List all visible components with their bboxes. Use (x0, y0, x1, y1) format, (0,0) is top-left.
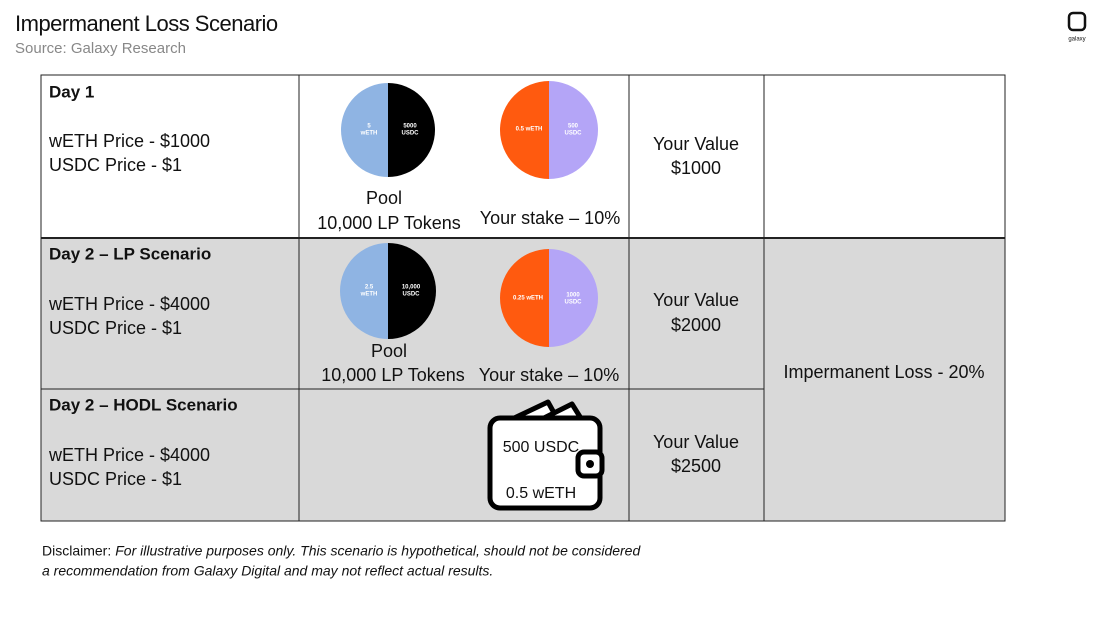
caption: 10,000 LP Tokens (317, 213, 460, 233)
pie-label: USDC (401, 131, 419, 137)
value-label: Your Value (653, 290, 739, 310)
pie-half (388, 243, 436, 339)
pie-label: 1000 (566, 293, 580, 299)
pie-label: 500 (568, 124, 579, 130)
price: USDC Price - $1 (49, 155, 182, 175)
row-label: Day 1 (49, 82, 94, 101)
wallet-text: 0.5 wETH (506, 485, 576, 502)
pie-label: wETH (360, 292, 378, 298)
pie-half (341, 83, 388, 177)
pie-label: USDC (564, 300, 582, 306)
wallet-clasp (586, 460, 594, 468)
value: $1000 (671, 158, 721, 178)
pie-half (500, 81, 549, 179)
disclaimer-text: a recommendation from Galaxy Digital and… (42, 563, 493, 579)
pie-half (340, 243, 388, 339)
pie-label: 0.25 wETH (513, 296, 543, 302)
wallet-text: 500 USDC (503, 439, 579, 456)
price: wETH Price - $1000 (48, 131, 210, 151)
value: $2500 (671, 456, 721, 476)
source: Source: Galaxy Research (15, 40, 186, 57)
pie-label: USDC (402, 292, 420, 298)
row-label: Day 2 – LP Scenario (49, 244, 211, 263)
pie-label: 0.5 wETH (516, 127, 543, 133)
disclaimer-text: For illustrative purposes only. This sce… (115, 543, 641, 559)
disclaimer-label: Disclaimer: (42, 543, 111, 559)
pie-label: USDC (564, 131, 582, 137)
caption: Your stake – 10% (480, 208, 620, 228)
price: USDC Price - $1 (49, 469, 182, 489)
price: wETH Price - $4000 (48, 294, 210, 314)
wallet-icon (487, 399, 605, 511)
pie-half (549, 81, 598, 179)
title: Impermanent Loss Scenario (15, 11, 278, 36)
pie-label: 10,000 (402, 285, 421, 291)
value-label: Your Value (653, 134, 739, 154)
caption: Your stake – 10% (479, 365, 619, 385)
caption: 10,000 LP Tokens (321, 365, 464, 385)
caption: Pool (371, 341, 407, 361)
price: wETH Price - $4000 (48, 445, 210, 465)
caption: Pool (366, 188, 402, 208)
pie-half (500, 249, 549, 347)
logo-icon (1067, 11, 1087, 32)
impermanent-loss: Impermanent Loss - 20% (783, 362, 984, 382)
pie-label: 2.5 (365, 285, 374, 291)
value-label: Your Value (653, 432, 739, 452)
pie-label: 5 (367, 124, 371, 130)
logo-text: galaxy (1068, 37, 1085, 43)
grid (40, 74, 1006, 522)
value: $2000 (671, 315, 721, 335)
row-label: Day 2 – HODL Scenario (49, 395, 238, 414)
pie-label: 5000 (403, 124, 417, 130)
price: USDC Price - $1 (49, 318, 182, 338)
pie-half (388, 83, 435, 177)
pie-half (549, 249, 598, 347)
pie-label: wETH (360, 131, 378, 137)
